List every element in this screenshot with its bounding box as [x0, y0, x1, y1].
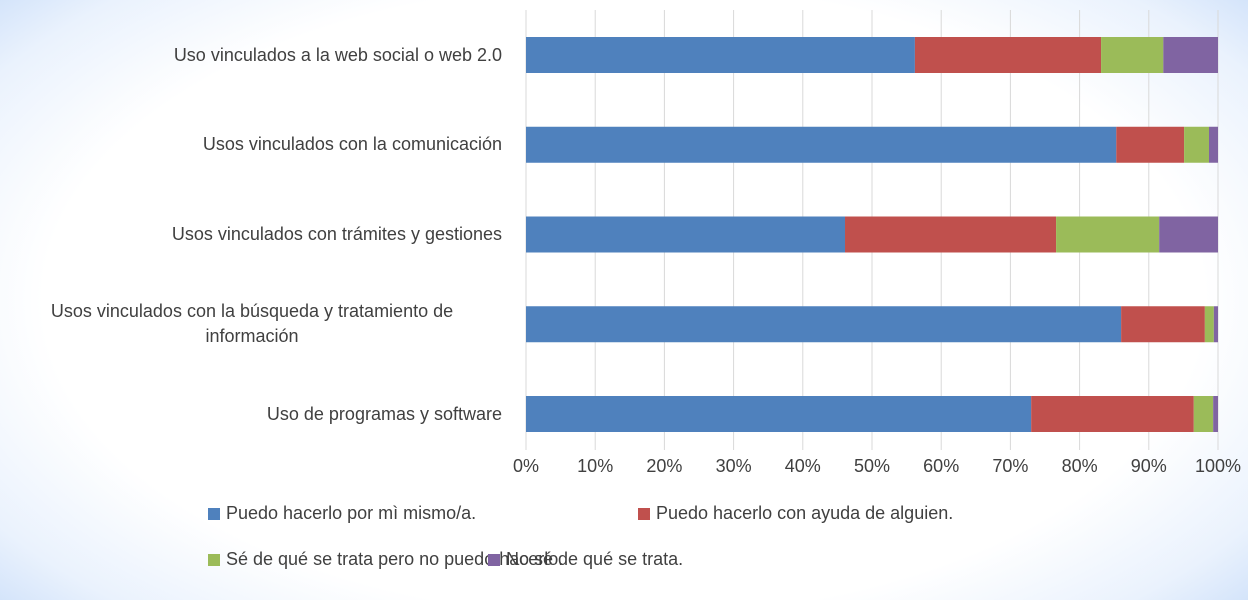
legend-label: No sé de qué se trata. — [506, 549, 684, 569]
bar-segment — [1163, 37, 1218, 73]
bar-segment — [1121, 306, 1205, 343]
bar-segment — [1213, 396, 1218, 432]
x-tick-label: 0% — [513, 456, 539, 476]
bar-segment — [526, 126, 1117, 163]
category-label: Uso de programas y software — [0, 384, 502, 444]
legend-label: Sé de qué se trata pero no puedo hacerlo… — [226, 549, 564, 569]
bar-segment — [1031, 396, 1194, 432]
bar-segment — [526, 216, 846, 253]
bar-segment — [1213, 306, 1218, 343]
x-tick-label: 60% — [923, 456, 959, 476]
legend-item: No sé de qué se trata. — [488, 549, 683, 570]
bar-segment — [1056, 216, 1160, 253]
x-tick-label: 30% — [716, 456, 752, 476]
legend-item: Sé de qué se trata pero no puedo hacerlo… — [208, 549, 563, 570]
bar-segment — [914, 37, 1102, 73]
bar-segment — [526, 306, 1122, 343]
x-tick-label: 100% — [1195, 456, 1241, 476]
category-text: Usos vinculados con trámites y gestiones — [171, 224, 502, 244]
legend-item: Puedo hacerlo con ayuda de alguien. — [638, 503, 953, 524]
legend-item: Puedo hacerlo por mì mismo/a. — [208, 503, 476, 524]
legend-label: Puedo hacerlo con ayuda de alguien. — [656, 503, 954, 523]
legend-swatch — [208, 553, 220, 566]
bar-segment — [526, 396, 1032, 432]
legend-label: Puedo hacerlo por mì mismo/a. — [226, 503, 477, 523]
legend-swatch — [208, 507, 220, 520]
category-text: Uso de programas y software — [266, 403, 502, 424]
x-tick-label: 70% — [992, 456, 1028, 476]
category-label: Usos vinculados con la comunicación — [0, 115, 502, 175]
bar-segment — [1209, 126, 1218, 163]
bar-segment — [845, 216, 1057, 253]
x-tick-label: 50% — [854, 456, 890, 476]
bar-segment — [1101, 37, 1164, 73]
bar-segment — [1184, 126, 1210, 163]
legend-swatch — [638, 507, 650, 520]
x-tick-label: 40% — [785, 456, 821, 476]
x-tick-label: 20% — [646, 456, 682, 476]
category-label: Usos vinculados con trámites y gestiones — [0, 205, 502, 265]
x-tick-label: 10% — [577, 456, 613, 476]
category-label: Usos vinculados con la búsqueda y tratam… — [0, 294, 502, 354]
bar-segment — [1204, 306, 1214, 343]
category-text: Uso vinculados a la web social o web 2.0 — [173, 44, 502, 65]
bar-segment — [1116, 126, 1185, 163]
category-text: Usos vinculados con la comunicación — [202, 134, 502, 155]
bar-segment — [1193, 396, 1214, 432]
x-tick-label: 80% — [1062, 456, 1098, 476]
category-label: Uso vinculados a la web social o web 2.0 — [0, 25, 502, 85]
legend-swatch — [488, 553, 500, 566]
bar-segment — [1159, 216, 1218, 253]
bar-segment — [526, 37, 915, 73]
category-text: Usos vinculados con la búsqueda y tratam… — [50, 301, 454, 347]
x-tick-label: 90% — [1131, 456, 1167, 476]
